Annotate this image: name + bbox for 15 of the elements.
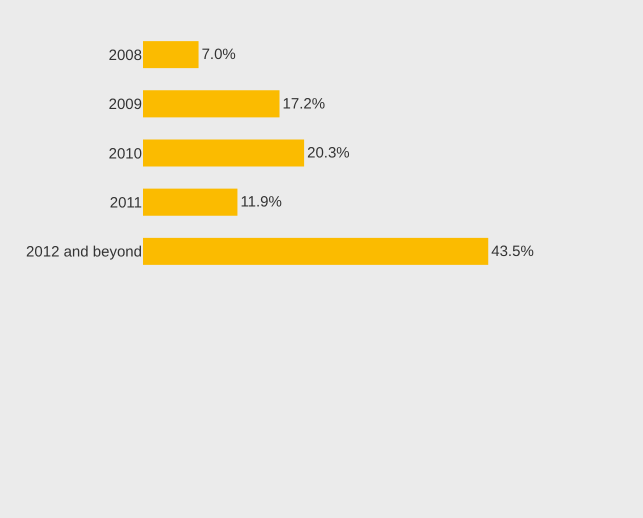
data-label: 7.0% <box>202 46 236 64</box>
y-tick-label: 2008 <box>108 46 142 64</box>
bar <box>143 188 238 216</box>
bar <box>143 238 488 265</box>
y-tick-label: 2012 and beyond <box>26 244 142 261</box>
bar <box>143 90 280 118</box>
data-label: 17.2% <box>282 95 326 112</box>
y-tick-label: 2011 <box>110 194 142 212</box>
bar <box>143 41 199 68</box>
y-tick-label: 2009 <box>108 96 142 114</box>
y-tick-label: 2010 <box>108 145 142 162</box>
data-label: 43.5% <box>491 242 534 260</box>
data-label: 11.9% <box>240 194 282 211</box>
bar <box>143 139 304 167</box>
data-label: 20.3% <box>307 144 350 162</box>
